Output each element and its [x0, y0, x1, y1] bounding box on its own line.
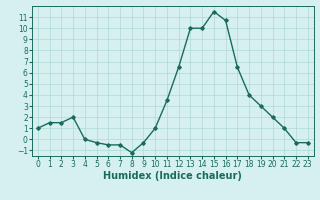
X-axis label: Humidex (Indice chaleur): Humidex (Indice chaleur): [103, 171, 242, 181]
